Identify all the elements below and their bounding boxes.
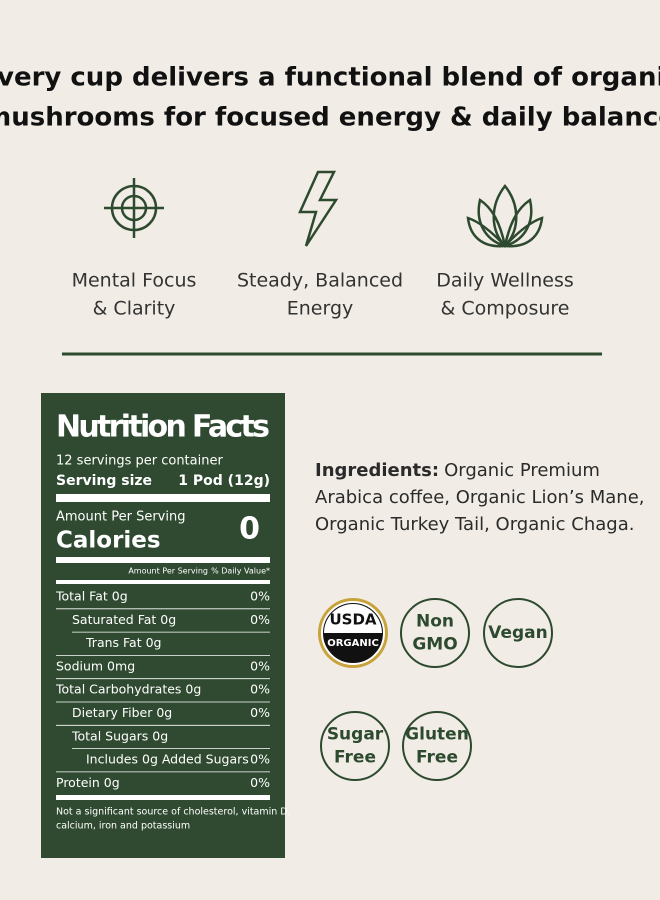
column-header: Amount Per Serving <box>128 567 208 576</box>
icons <box>104 170 544 248</box>
footnote: calcium, iron and potassium <box>56 821 190 832</box>
serving-size-value: 1 Pod (12g) <box>178 473 270 489</box>
rule <box>56 494 270 502</box>
badge-text: Gluten <box>405 725 469 745</box>
energy-icon <box>298 170 339 247</box>
rule <box>56 795 270 800</box>
badge-text: Non <box>416 612 454 632</box>
column-header: % Daily Value* <box>211 567 270 576</box>
nutrient-label: Saturated Fat 0g <box>72 612 176 627</box>
rule <box>56 557 270 563</box>
headline: Every cup delivers a functional blend of… <box>0 63 660 93</box>
headline: mushrooms for focused energy & daily bal… <box>0 103 660 133</box>
badge-top <box>324 604 382 633</box>
ingredients-line: Arabica coffee, Organic Lion’s Mane, <box>315 487 645 508</box>
nutrient-label: Protein 0g <box>56 775 120 790</box>
servings: 12 servings per container <box>56 454 223 469</box>
badge <box>400 598 470 668</box>
benefit-label: Steady, Balanced <box>237 270 403 292</box>
ingredients-line: Organic Turkey Tail, Organic Chaga. <box>315 514 634 535</box>
daily-value: 0% <box>250 589 270 604</box>
daily-value: 0% <box>250 775 270 790</box>
badge-text: GMO <box>412 635 457 655</box>
nutrient-label: Dietary Fiber 0g <box>72 705 172 720</box>
badge-text: ORGANIC <box>327 638 379 649</box>
amount-per-serving: Amount Per Serving <box>56 510 185 525</box>
calories-label: Calories <box>56 528 161 554</box>
benefit-label: & Composure <box>441 298 570 320</box>
benefit-label: & Clarity <box>93 298 176 320</box>
nutrition-title: Nutrition Facts <box>56 410 270 445</box>
badge <box>402 711 472 781</box>
daily-value: 0% <box>250 752 270 767</box>
ingredients-label: Ingredients: <box>315 460 439 481</box>
ingredients-line: Ingredients: Organic Premium <box>315 460 600 481</box>
nutrient-label: Sodium 0mg <box>56 658 135 673</box>
focus-icon <box>104 178 164 238</box>
nutrient-label: Trans Fat 0g <box>85 635 161 650</box>
badge-text: Vegan <box>488 623 548 643</box>
calories-value: 0 <box>239 512 260 547</box>
lotus-icon <box>466 183 544 248</box>
nutrition-panel <box>41 393 285 858</box>
daily-value: 0% <box>250 612 270 627</box>
benefit-label: Energy <box>287 298 354 320</box>
ingredients-text: Organic Premium <box>444 460 600 481</box>
serving-size-label: Serving size <box>56 473 152 489</box>
benefit-label: Mental Focus <box>72 270 197 292</box>
badge-text: Free <box>416 748 458 768</box>
footnote: Not a significant source of cholesterol,… <box>56 807 291 818</box>
badge-text: USDA <box>329 611 376 629</box>
rule <box>56 580 270 584</box>
nutrient-label: Includes 0g Added Sugars <box>86 752 249 767</box>
daily-value: 0% <box>250 658 270 673</box>
benefit-label: Daily Wellness <box>436 270 574 292</box>
nutrient-label: Total Fat 0g <box>55 589 128 604</box>
nutrient-label: Total Carbohydrates 0g <box>55 682 201 697</box>
badge <box>483 598 553 668</box>
nutrient-label: Total Sugars 0g <box>71 728 168 743</box>
badge-text: Sugar <box>327 725 384 745</box>
daily-value: 0% <box>250 682 270 697</box>
badge <box>320 711 390 781</box>
badge-text: Free <box>334 748 376 768</box>
daily-value: 0% <box>250 705 270 720</box>
